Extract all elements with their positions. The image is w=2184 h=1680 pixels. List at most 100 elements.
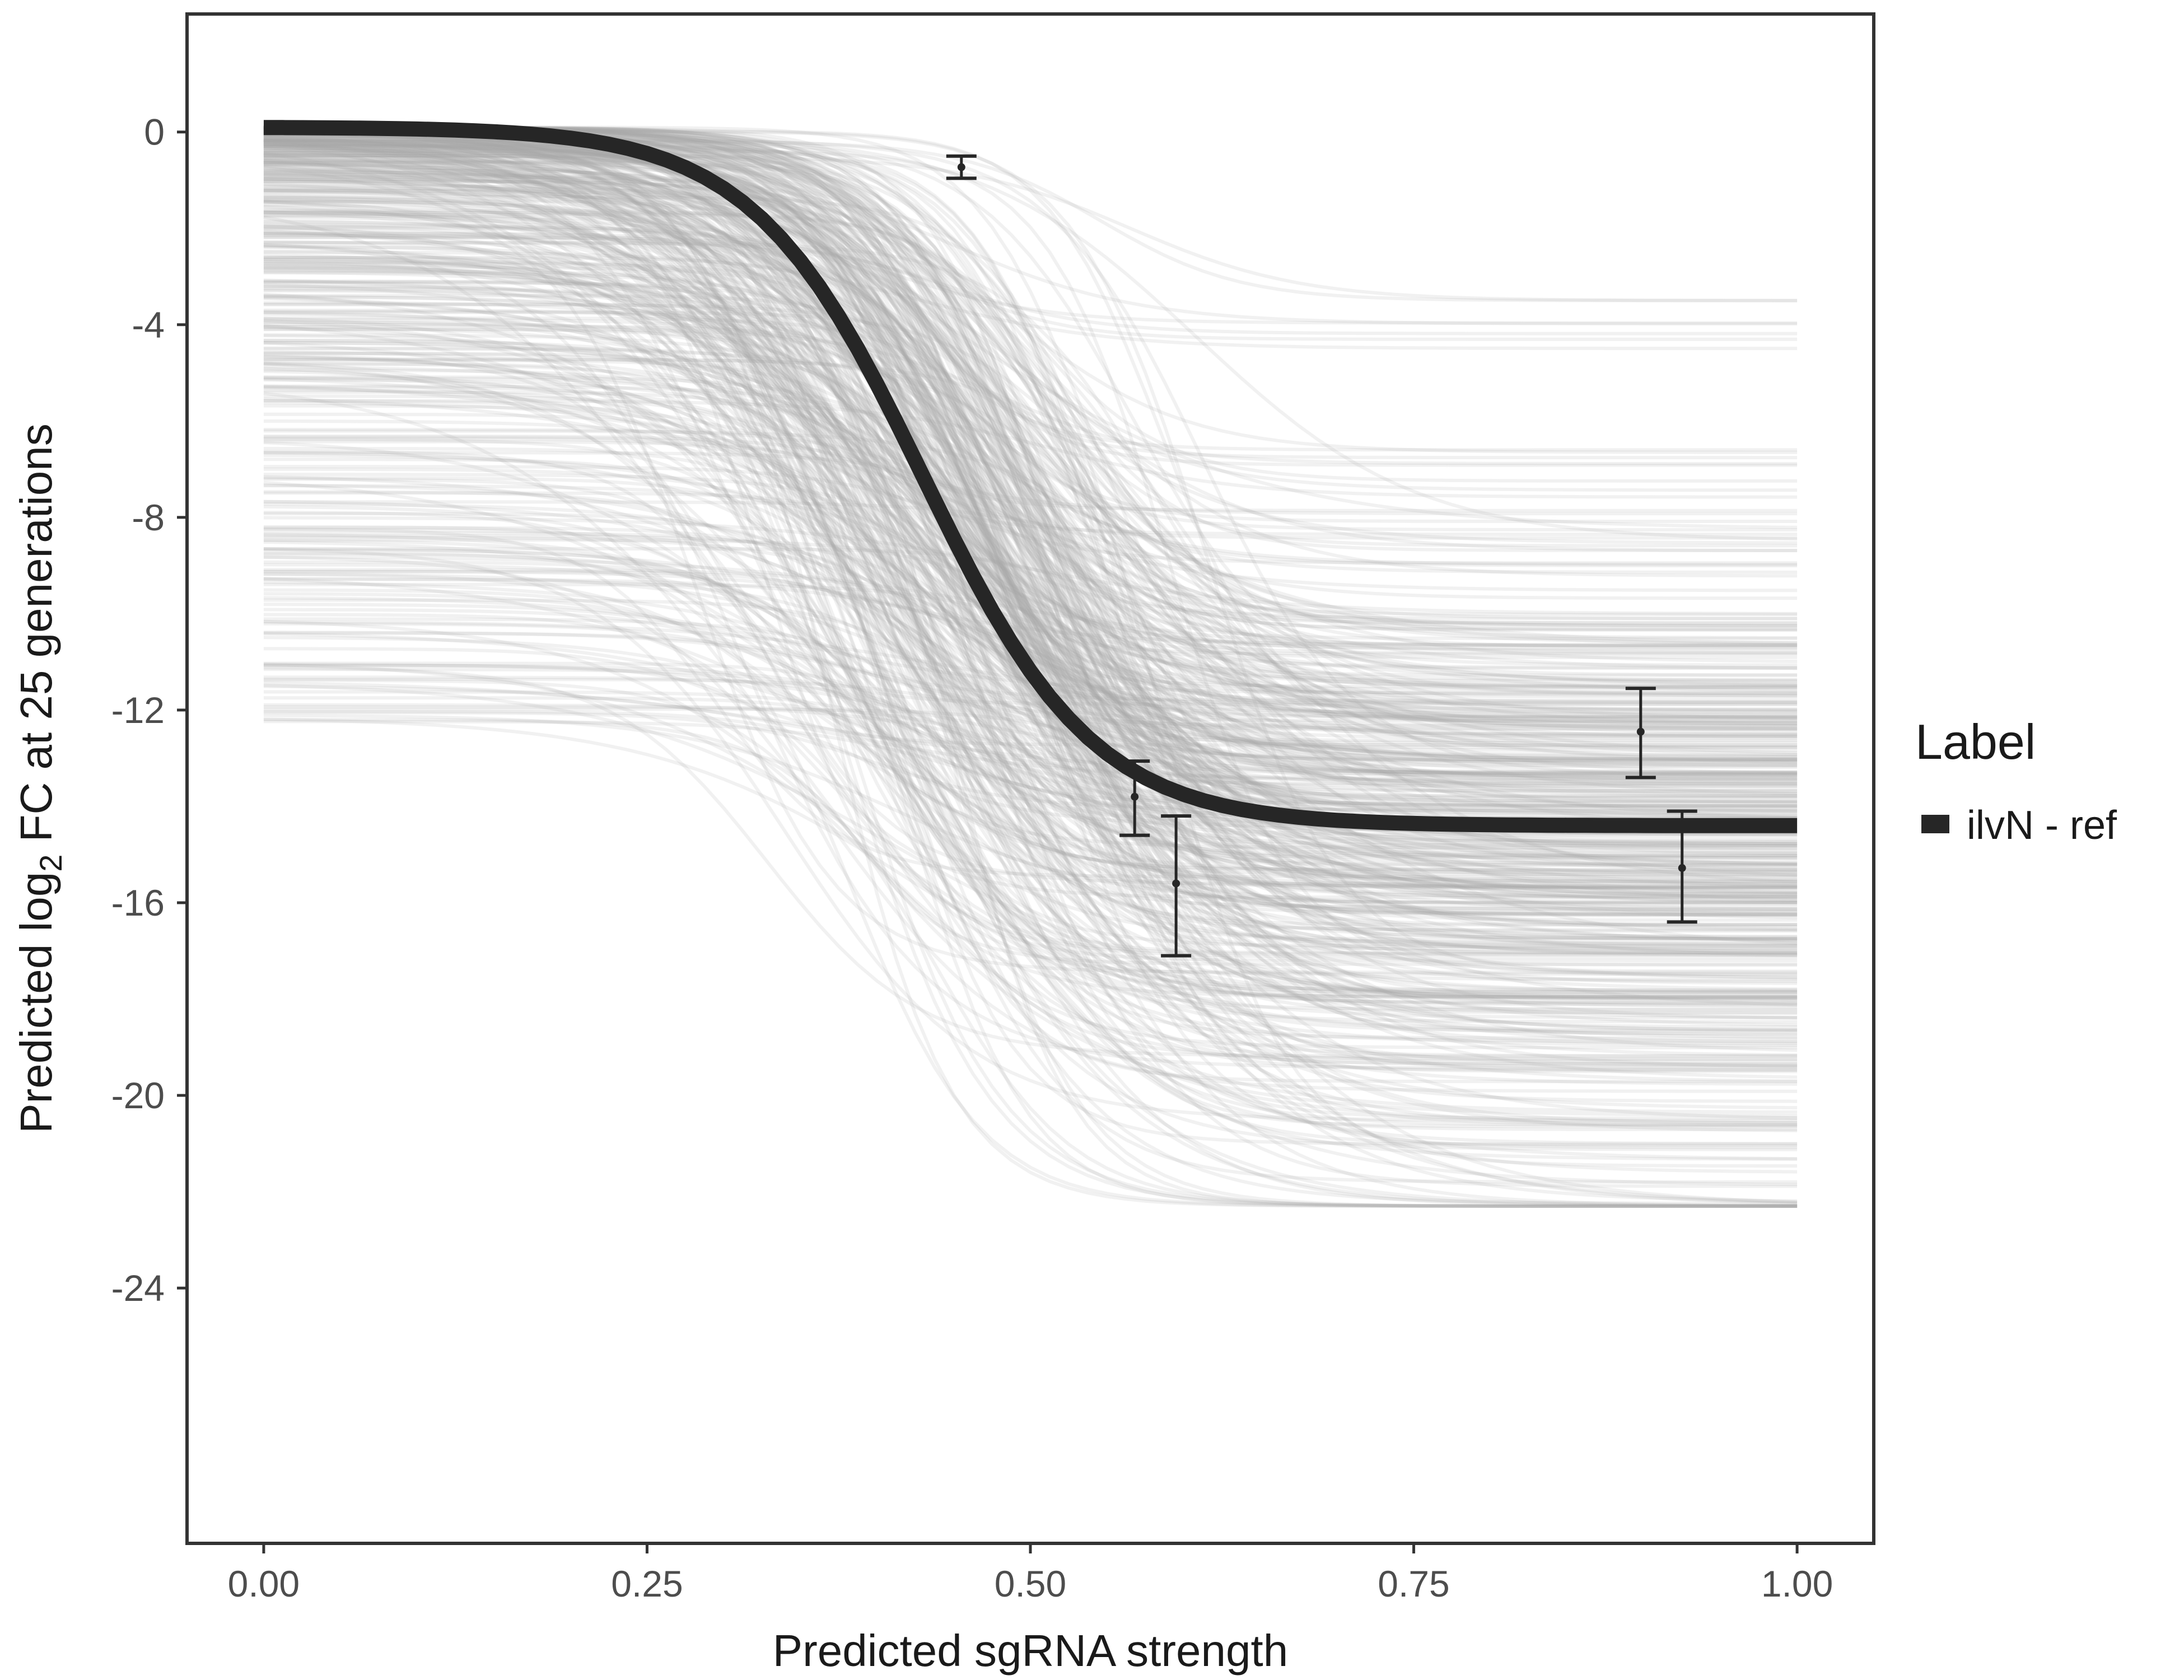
posterior-curve [263, 399, 1798, 499]
posterior-curve [263, 264, 1798, 697]
posterior-curve [263, 269, 1798, 804]
x-axis: 0.00 0.25 0.50 0.75 1.00 [228, 1545, 1833, 1604]
posterior-curve [263, 195, 1798, 1000]
posterior-curve [263, 191, 1798, 985]
posterior-curve [263, 548, 1798, 876]
posterior-curve [263, 677, 1798, 777]
posterior-curve [263, 475, 1798, 1083]
posterior-curve [263, 145, 1798, 881]
posterior-curve [263, 200, 1798, 795]
posterior-curve [263, 171, 1798, 578]
posterior-curve [263, 164, 1798, 904]
posterior-curve [263, 450, 1798, 885]
posterior-curve [263, 152, 1798, 911]
posterior-curve [263, 153, 1798, 796]
posterior-curve [263, 713, 1798, 906]
posterior-curve [263, 296, 1798, 894]
posterior-curve [263, 631, 1798, 731]
posterior-curve [263, 440, 1798, 540]
posterior-curve [263, 262, 1798, 617]
posterior-curve [263, 198, 1798, 997]
posterior-curve [263, 588, 1798, 1049]
posterior-curve [263, 161, 1798, 774]
posterior-curve [263, 310, 1798, 548]
posterior-curve [263, 598, 1798, 847]
observation-point [946, 154, 977, 180]
posterior-curve [263, 177, 1798, 1146]
posterior-curve [263, 161, 1798, 890]
posterior-curve [263, 131, 1798, 1151]
posterior-curve [263, 136, 1798, 888]
y-tick-label: -12 [111, 689, 165, 731]
posterior-curve [263, 213, 1798, 967]
posterior-curve [263, 140, 1798, 767]
posterior-curve [263, 361, 1798, 945]
posterior-curve [263, 130, 1798, 874]
posterior-curve [263, 243, 1798, 1070]
posterior-curve [263, 225, 1798, 1007]
posterior-curve [263, 200, 1798, 974]
posterior-curve [263, 690, 1798, 904]
posterior-curve [263, 153, 1798, 807]
posterior-curve [263, 377, 1798, 920]
posterior-curve [263, 155, 1798, 859]
posterior-curve [263, 284, 1798, 1147]
posterior-curve [263, 138, 1798, 735]
x-tick-label: 0.25 [611, 1563, 683, 1604]
posterior-curve [263, 179, 1798, 467]
posterior-curve [263, 226, 1798, 903]
posterior-curve [263, 144, 1798, 889]
posterior-curve [263, 394, 1798, 889]
observation-point [1161, 814, 1192, 958]
posterior-curve [263, 258, 1798, 1128]
posterior-curve [263, 143, 1798, 904]
posterior-curve [263, 235, 1798, 335]
posterior-curve [263, 153, 1798, 895]
observation-marker [1636, 727, 1645, 736]
posterior-curve [263, 302, 1798, 999]
posterior-curve [263, 240, 1798, 782]
posterior-curve [263, 243, 1798, 1006]
posterior-curve [263, 323, 1798, 704]
posterior-curve [263, 250, 1798, 351]
posterior-curve [263, 146, 1798, 699]
posterior-curve [263, 245, 1798, 913]
posterior-curve [263, 531, 1798, 1074]
posterior-curve [263, 210, 1798, 1004]
posterior-curve [263, 179, 1798, 899]
posterior-curve [263, 158, 1798, 1032]
posterior-curve [263, 211, 1798, 762]
posterior-curve [263, 135, 1798, 899]
posterior-curve [263, 169, 1798, 795]
posterior-curve [263, 622, 1798, 933]
posterior-curve [263, 212, 1798, 682]
posterior-curve [263, 151, 1798, 726]
posterior-curve [263, 437, 1798, 941]
posterior-curve [263, 266, 1798, 883]
x-tick-label: 0.75 [1378, 1563, 1449, 1604]
posterior-curve [263, 256, 1798, 909]
y-axis-title-suffix: FC at 25 generations [11, 423, 61, 854]
posterior-curve [263, 710, 1798, 872]
posterior-curve [263, 683, 1798, 1002]
posterior-curve [263, 603, 1798, 702]
posterior-curve [263, 173, 1798, 872]
posterior-curve [263, 476, 1798, 890]
y-tick-label: -8 [132, 497, 165, 538]
posterior-curve [263, 505, 1798, 874]
posterior-curve [263, 232, 1798, 698]
posterior-curve [263, 552, 1798, 1208]
posterior-curve [263, 526, 1798, 867]
posterior-curve [263, 346, 1798, 800]
posterior-curve [263, 128, 1798, 1079]
posterior-curve [263, 148, 1798, 928]
posterior-curve [263, 253, 1798, 866]
posterior-curve [263, 437, 1798, 727]
posterior-curve [263, 149, 1798, 926]
posterior-curve [263, 717, 1798, 1208]
posterior-curve [263, 287, 1798, 1011]
posterior-curve [263, 199, 1798, 1204]
posterior-curve [263, 412, 1798, 1208]
posterior-curve [263, 451, 1798, 844]
